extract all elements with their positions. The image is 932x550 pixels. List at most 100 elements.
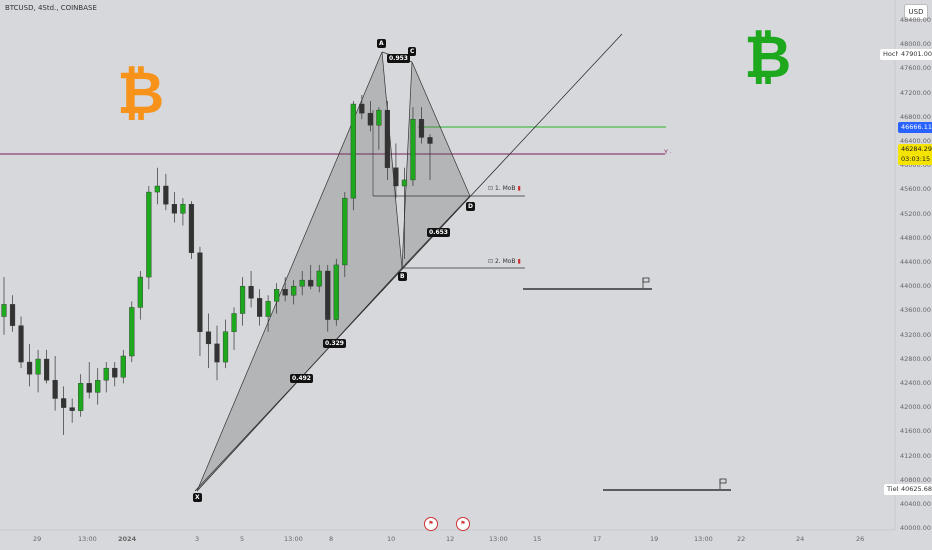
price-tick-label: 44000.00 xyxy=(900,282,932,291)
bitcoin-logo-green: ₿ xyxy=(744,23,792,91)
flag-icon xyxy=(719,478,727,489)
time-tick-label: 2024 xyxy=(118,535,137,543)
high-label: Hoch xyxy=(880,49,903,60)
candle-body xyxy=(137,276,143,308)
candle-body xyxy=(427,137,433,144)
candle-body xyxy=(95,380,101,393)
candle-body xyxy=(112,367,118,378)
candle-body xyxy=(239,285,246,314)
price-tick-label: 40000.00 xyxy=(900,524,932,533)
candle-body xyxy=(61,398,67,408)
candle-body xyxy=(18,325,24,363)
price-tick-label: 48400.00 xyxy=(900,16,932,24)
candle-body xyxy=(26,361,33,375)
candle-body xyxy=(299,279,305,287)
candle-body xyxy=(214,343,220,363)
time-tick-label: 8 xyxy=(329,535,334,543)
price-tick-label: 41600.00 xyxy=(900,427,932,436)
mob1-label: ⊡ 1. MoB ▮ xyxy=(488,185,521,192)
candle-body xyxy=(188,204,195,253)
point-label-b: B xyxy=(398,272,407,281)
candle-body xyxy=(86,383,92,393)
candle-body xyxy=(35,358,41,375)
candle-body xyxy=(69,407,75,411)
candle-body xyxy=(171,204,178,214)
time-tick-label: 10 xyxy=(387,535,396,543)
candle-body xyxy=(384,109,391,168)
mob2-text: 2. MoB xyxy=(494,258,516,265)
candle-body xyxy=(291,285,297,296)
trend-line[interactable] xyxy=(194,33,623,492)
time-tick-label: 29 xyxy=(33,535,42,543)
price-tick-label: 45600.00 xyxy=(900,185,932,194)
time-tick-label: 3 xyxy=(195,535,200,543)
candle-body xyxy=(274,289,280,302)
candle-body xyxy=(222,331,229,363)
candle-body xyxy=(231,313,237,332)
candle-body xyxy=(342,197,348,266)
candle-body xyxy=(376,109,382,126)
low-value: 40625.68 xyxy=(898,484,932,495)
line-handle-icon[interactable]: Y · xyxy=(664,150,672,156)
mob2-label: ⊡ 2. MoB ▮ xyxy=(488,258,521,265)
candle-body xyxy=(52,380,58,399)
price-tick-label: 40800.00 xyxy=(900,475,932,484)
price-tick-label: 42400.00 xyxy=(900,379,932,387)
candle-body xyxy=(265,301,271,317)
candle-body xyxy=(78,383,84,411)
candle-body xyxy=(350,103,356,199)
mob1-text: 1. MoB xyxy=(494,185,516,192)
flag-icon xyxy=(642,277,650,288)
currency-button[interactable]: USD xyxy=(904,4,928,20)
time-tick-label: 13:00 xyxy=(694,535,713,543)
price-tick-label: 43600.00 xyxy=(900,306,932,315)
price-tick-label: 46400.00 xyxy=(900,137,932,145)
price-tick-label: 42000.00 xyxy=(900,403,932,412)
candle-body xyxy=(146,191,152,278)
candle-body xyxy=(333,264,339,320)
price-tick-label: 44400.00 xyxy=(900,258,932,266)
price-tick-label: 47600.00 xyxy=(900,64,932,73)
time-tick-label: 24 xyxy=(796,535,805,543)
event-flag-icon[interactable]: ⚑ xyxy=(424,517,438,531)
event-flag-icon[interactable]: ⚑ xyxy=(456,517,470,531)
ratio-ac: 0.953 xyxy=(387,54,410,63)
price-tick-label: 42800.00 xyxy=(900,354,932,363)
candle-body xyxy=(129,307,135,357)
last-price-tag: 46284.29 xyxy=(898,144,932,155)
candle-body xyxy=(359,103,365,114)
candle-body xyxy=(248,285,254,299)
candle-body xyxy=(308,279,314,287)
time-tick-label: 19 xyxy=(650,535,659,543)
candle-body xyxy=(197,252,203,332)
price-tick-label: 48000.00 xyxy=(900,40,932,49)
candle-body xyxy=(180,204,186,214)
candle-body xyxy=(316,270,322,287)
candle-body xyxy=(393,167,399,187)
time-tick-label: 26 xyxy=(856,535,865,543)
countdown-tag: 03:03:15 xyxy=(898,154,932,165)
point-label-d: D xyxy=(466,202,475,211)
candle-body xyxy=(120,355,126,378)
price-tick-label: 43200.00 xyxy=(900,330,932,339)
price-tick-label: 46000.00 xyxy=(900,161,932,170)
ratio-xab-2: 0.492 xyxy=(290,374,313,383)
candle-body xyxy=(367,112,373,126)
time-tick-label: 17 xyxy=(593,535,602,543)
bitcoin-logo-orange: ₿ xyxy=(117,59,165,127)
high-value: 47901.00 xyxy=(898,49,932,60)
price-tick-label: 44800.00 xyxy=(900,233,932,242)
symbol-title[interactable]: BTCUSD, 4Std., COINBASE xyxy=(5,4,97,12)
point-label-x: X xyxy=(193,493,202,502)
price-tick-label: 47200.00 xyxy=(900,88,932,97)
ratio-xab-1: 0.329 xyxy=(323,339,346,348)
price-tick-label: 40400.00 xyxy=(900,500,932,508)
candle-body xyxy=(163,185,169,205)
low-label: Tief xyxy=(884,484,902,495)
candle-body xyxy=(154,185,160,193)
time-tick-label: 15 xyxy=(533,535,542,543)
time-tick-label: 22 xyxy=(737,535,746,543)
point-label-c: C xyxy=(408,47,417,56)
